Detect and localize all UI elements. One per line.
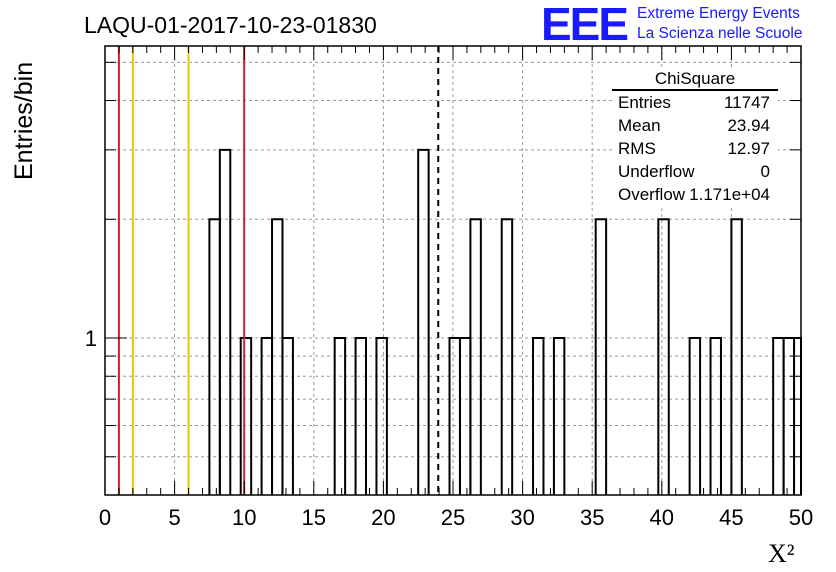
histogram-bar xyxy=(208,218,221,495)
histogram-bar xyxy=(271,218,284,495)
stats-key: Mean xyxy=(618,116,661,135)
histogram-bar xyxy=(218,148,232,495)
x-tick-label: 35 xyxy=(580,505,604,530)
brand-line-2: La Scienza nelle Scuole xyxy=(637,25,803,42)
x-tick-label: 25 xyxy=(441,505,465,530)
x-axis-label: X² xyxy=(768,539,795,568)
histogram-bar xyxy=(333,337,347,495)
x-tick-label: 50 xyxy=(789,505,813,530)
y-tick-label: 1 xyxy=(85,326,97,351)
histogram-bar xyxy=(281,337,294,495)
marker-lines xyxy=(117,46,440,495)
histogram-bar xyxy=(375,337,388,495)
x-tick-label: 0 xyxy=(99,505,111,530)
x-tick-label: 20 xyxy=(371,505,395,530)
histogram-bar xyxy=(469,218,482,495)
stats-key: Entries xyxy=(618,93,671,112)
stats-key: RMS xyxy=(618,139,656,158)
stats-value: 23.94 xyxy=(727,116,770,135)
histogram-bar xyxy=(793,337,802,495)
y-axis-label: Entries/bin xyxy=(10,62,38,180)
x-tick-label: 30 xyxy=(510,505,534,530)
histogram-bar xyxy=(782,337,796,495)
stats-box: ChiSquare Entries 11747 Mean 23.94 RMS 1… xyxy=(612,68,778,206)
x-tick-label: 45 xyxy=(719,505,743,530)
histogram-bar xyxy=(772,337,785,495)
brand-line-1: Extreme Energy Events xyxy=(637,5,800,22)
histogram-bar xyxy=(354,337,367,495)
x-tick-label: 40 xyxy=(650,505,674,530)
x-tick-labels: 0 5 10 15 20 25 30 35 40 45 50 xyxy=(99,505,813,530)
stats-value: 0 xyxy=(760,162,770,181)
histogram-bar xyxy=(239,337,253,495)
histogram-bar xyxy=(657,218,670,495)
eee-logo: EEE Extreme Energy Events La Scienza nel… xyxy=(541,0,831,50)
histogram-bar xyxy=(688,337,702,495)
stats-row: RMS 12.97 xyxy=(612,137,778,160)
stats-row: Mean 23.94 xyxy=(612,114,778,137)
x-tick-label: 5 xyxy=(168,505,180,530)
chart-title: LAQU-01-2017-10-23-01830 xyxy=(84,12,377,38)
stats-row: Overflow 1.171e+04 xyxy=(612,183,778,206)
histogram-bar xyxy=(594,218,608,495)
stats-key: Overflow xyxy=(618,185,686,204)
histogram-bar xyxy=(709,337,722,495)
stats-value: 12.97 xyxy=(727,139,770,158)
eee-logo-mark: EEE xyxy=(541,0,629,50)
stats-row: Entries 11747 xyxy=(612,91,778,114)
x-tick-label: 10 xyxy=(232,505,256,530)
histogram-bar xyxy=(448,337,461,495)
stats-row: Underflow 0 xyxy=(612,160,778,183)
stats-value: 11747 xyxy=(723,93,770,112)
histogram-bar xyxy=(417,148,430,495)
histogram-bar xyxy=(532,337,545,495)
histogram-bar xyxy=(552,337,566,495)
stats-key: Underflow xyxy=(618,162,695,181)
stats-box-title: ChiSquare xyxy=(612,68,778,91)
histogram-bar xyxy=(458,337,472,495)
histogram-bar xyxy=(500,218,514,495)
x-tick-label: 15 xyxy=(302,505,326,530)
histogram-bar xyxy=(730,218,743,495)
axis-ticks xyxy=(104,46,802,495)
stats-value: 1.171e+04 xyxy=(689,185,770,204)
y-tick-labels: 1 xyxy=(85,326,97,351)
histogram-bar xyxy=(260,337,274,495)
